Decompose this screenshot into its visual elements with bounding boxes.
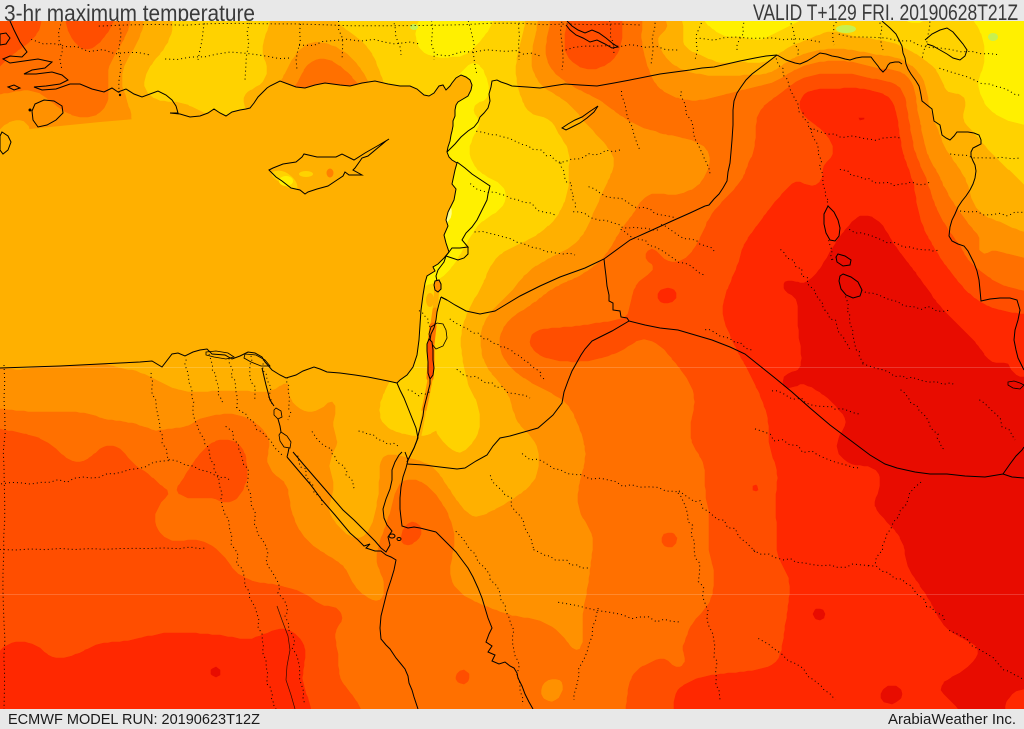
svg-text:VALID T+129 FRI. 20190628T21Z: VALID T+129 FRI. 20190628T21Z xyxy=(753,0,1018,25)
svg-text:ECMWF MODEL RUN: 20190623T12Z: ECMWF MODEL RUN: 20190623T12Z xyxy=(8,711,260,728)
svg-text:ArabiaWeather Inc.: ArabiaWeather Inc. xyxy=(888,711,1016,728)
